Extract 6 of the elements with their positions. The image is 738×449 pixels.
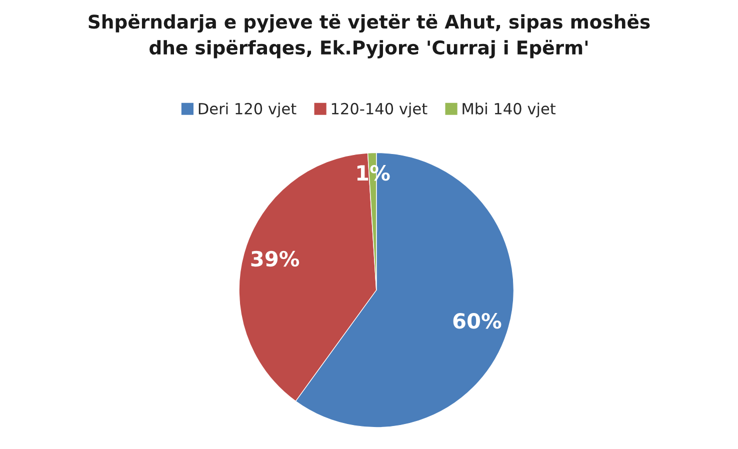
legend-label: Deri 120 vjet — [198, 102, 296, 118]
legend-label: Mbi 140 vjet — [462, 102, 556, 118]
data-label: 60% — [453, 313, 502, 329]
legend-label: 120-140 vjet — [332, 102, 428, 118]
chart-title: Shpërndarja e pyjeve të vjetër të Ahut, sipas moshës dhe sipërfaqes, Ek.Pyjore 'Curraj i Epërm' — [88, 14, 650, 58]
data-label: 39% — [251, 250, 300, 267]
